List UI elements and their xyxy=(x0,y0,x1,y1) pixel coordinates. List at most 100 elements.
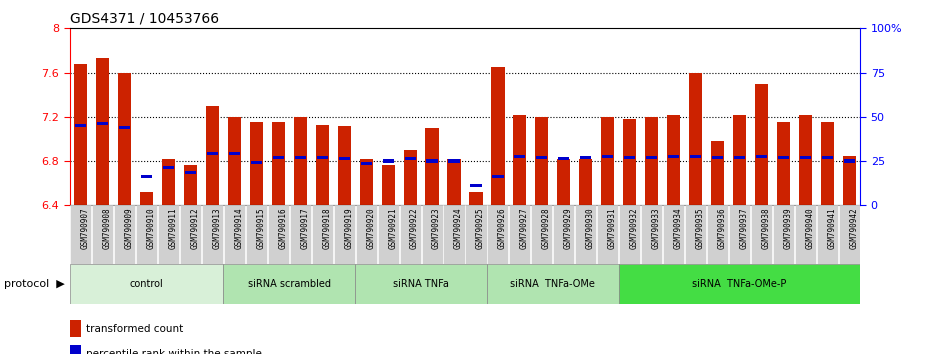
Bar xyxy=(537,156,548,159)
Bar xyxy=(315,125,329,205)
Text: GSM790911: GSM790911 xyxy=(168,208,178,249)
Bar xyxy=(246,205,267,264)
Text: GSM790910: GSM790910 xyxy=(147,208,155,249)
Bar xyxy=(224,205,245,264)
Bar xyxy=(272,122,285,205)
Bar xyxy=(800,156,811,159)
Bar xyxy=(382,160,393,163)
Bar xyxy=(619,205,640,264)
Bar xyxy=(119,126,130,130)
Bar xyxy=(579,159,592,205)
Text: GSM790941: GSM790941 xyxy=(828,208,836,249)
Text: GSM790919: GSM790919 xyxy=(344,208,353,249)
Bar xyxy=(777,122,790,205)
Bar xyxy=(755,84,768,205)
Bar xyxy=(184,166,197,205)
Bar xyxy=(70,205,91,264)
Bar xyxy=(223,264,355,304)
Bar xyxy=(206,152,218,155)
Bar xyxy=(427,160,438,163)
Text: GSM790914: GSM790914 xyxy=(234,208,244,249)
Bar xyxy=(487,264,618,304)
Bar xyxy=(817,205,838,264)
Text: GSM790927: GSM790927 xyxy=(520,208,529,249)
Bar xyxy=(531,205,552,264)
Bar xyxy=(70,320,81,337)
Bar xyxy=(729,205,750,264)
Bar xyxy=(707,205,728,264)
Bar xyxy=(206,106,219,205)
Bar xyxy=(381,166,394,205)
Text: GSM790935: GSM790935 xyxy=(696,208,705,249)
Bar xyxy=(378,205,399,264)
Bar xyxy=(756,155,767,158)
Text: GSM790915: GSM790915 xyxy=(257,208,265,249)
Text: GSM790916: GSM790916 xyxy=(278,208,287,249)
Bar xyxy=(641,205,662,264)
Text: GSM790934: GSM790934 xyxy=(673,208,683,249)
Text: GSM790926: GSM790926 xyxy=(498,208,507,249)
Bar xyxy=(228,117,241,205)
Bar xyxy=(163,166,174,169)
Bar xyxy=(290,205,311,264)
Bar xyxy=(317,156,328,159)
Bar xyxy=(202,205,223,264)
Text: GSM790918: GSM790918 xyxy=(323,208,331,249)
Bar xyxy=(404,150,417,205)
Text: GSM790912: GSM790912 xyxy=(191,208,200,249)
Bar xyxy=(618,264,860,304)
Text: percentile rank within the sample: percentile rank within the sample xyxy=(86,349,262,354)
Bar xyxy=(96,58,109,205)
Bar xyxy=(844,160,855,163)
Bar xyxy=(465,205,486,264)
Text: GSM790913: GSM790913 xyxy=(212,208,221,249)
Text: GSM790930: GSM790930 xyxy=(586,208,595,249)
Text: GSM790923: GSM790923 xyxy=(432,208,441,249)
Bar xyxy=(361,162,372,165)
Bar xyxy=(576,205,596,264)
Bar xyxy=(339,157,350,160)
Bar xyxy=(839,205,860,264)
Bar xyxy=(491,67,504,205)
Bar xyxy=(733,115,746,205)
Bar xyxy=(711,141,724,205)
Bar xyxy=(355,264,487,304)
Bar xyxy=(141,175,153,178)
Text: protocol  ▶: protocol ▶ xyxy=(5,279,65,289)
Bar xyxy=(795,205,816,264)
Bar xyxy=(645,117,658,205)
Text: GSM790942: GSM790942 xyxy=(849,208,858,249)
Bar xyxy=(602,155,613,158)
Text: GSM790931: GSM790931 xyxy=(607,208,617,249)
Bar xyxy=(690,155,701,158)
Bar xyxy=(487,205,509,264)
Bar xyxy=(295,156,306,159)
Text: transformed count: transformed count xyxy=(86,324,183,334)
Bar xyxy=(689,73,702,205)
Bar xyxy=(510,205,530,264)
Bar xyxy=(601,117,615,205)
Bar xyxy=(751,205,772,264)
Bar xyxy=(251,161,262,164)
Text: GSM790908: GSM790908 xyxy=(102,208,112,249)
Bar xyxy=(843,155,856,205)
Bar xyxy=(667,115,680,205)
Bar xyxy=(799,115,812,205)
Text: GSM790937: GSM790937 xyxy=(739,208,749,249)
Text: GSM790940: GSM790940 xyxy=(805,208,815,249)
Bar xyxy=(272,156,284,159)
Bar xyxy=(820,122,834,205)
Text: GDS4371 / 10453766: GDS4371 / 10453766 xyxy=(70,12,219,26)
Text: GSM790921: GSM790921 xyxy=(388,208,397,249)
Bar xyxy=(162,159,175,205)
Bar xyxy=(338,126,351,205)
Bar xyxy=(663,205,684,264)
Bar xyxy=(553,205,575,264)
Text: siRNA TNFa: siRNA TNFa xyxy=(393,279,449,289)
Bar xyxy=(580,156,591,159)
Text: siRNA  TNFa-OMe: siRNA TNFa-OMe xyxy=(511,279,595,289)
Bar xyxy=(158,205,179,264)
Bar xyxy=(312,205,333,264)
Bar xyxy=(75,124,86,127)
Bar xyxy=(118,73,131,205)
